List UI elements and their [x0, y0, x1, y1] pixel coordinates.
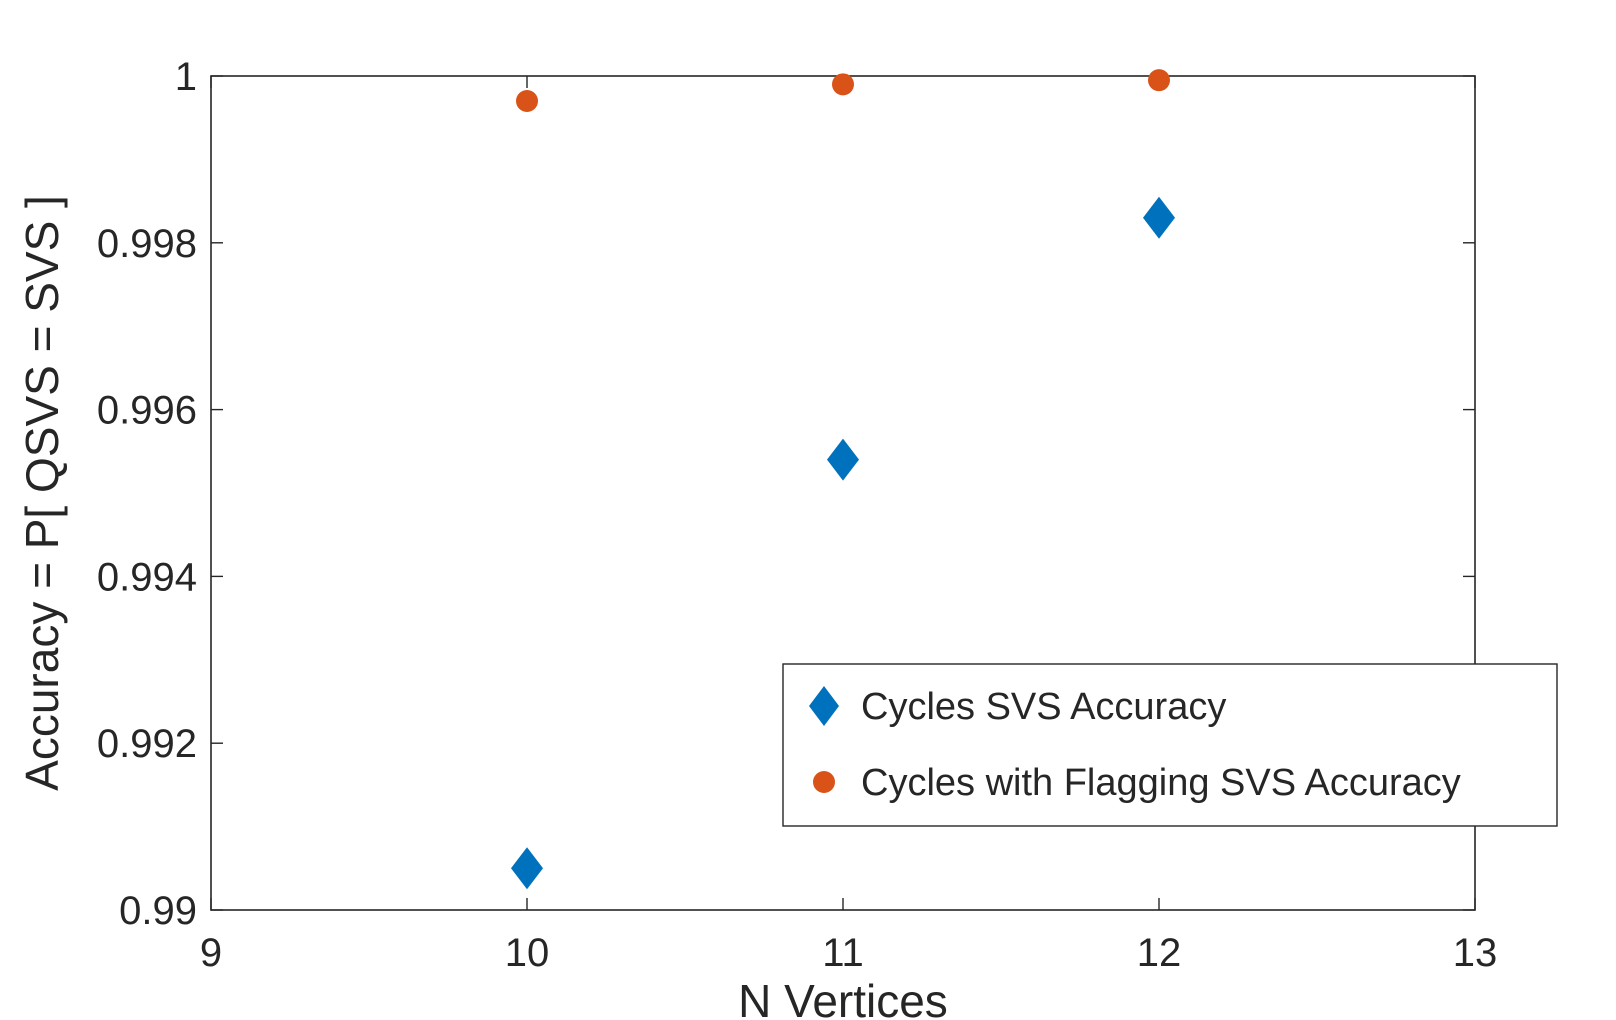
x-tick-label: 12 [1137, 931, 1182, 975]
legend-box [782, 663, 1558, 827]
y-tick-labels: 0.99 0.992 0.994 0.996 0.998 1 [97, 55, 197, 933]
legend-label-cycles-flagging: Cycles with Flagging SVS Accuracy [861, 762, 1461, 804]
x-tick-label: 9 [200, 931, 222, 975]
x-axis-label: N Vertices [738, 975, 948, 1020]
legend-circle-marker-icon [813, 771, 835, 793]
data-point-diamond-series-0 [827, 438, 859, 481]
x-tick-label: 10 [505, 931, 550, 975]
data-point-diamond-series-0 [1143, 196, 1175, 239]
y-tick-label: 0.99 [119, 889, 197, 933]
legend-diamond-marker-icon [809, 686, 839, 726]
y-axis-label: Accuracy = P[ QSVS = SVS ] [16, 195, 68, 791]
data-point-diamond-series-0 [511, 847, 543, 890]
y-tick-label: 0.994 [97, 555, 197, 599]
x-tick-label: 11 [822, 931, 864, 975]
x-tick-label: 13 [1453, 931, 1498, 975]
y-tick-label: 0.998 [97, 222, 197, 266]
data-point-circle-series-1 [832, 73, 854, 96]
data-point-circle-series-1 [1148, 69, 1170, 92]
y-tick-label: 1 [175, 55, 197, 99]
data-point-circle-series-1 [516, 90, 538, 113]
data-points [511, 69, 1175, 890]
y-tick-label: 0.992 [97, 722, 197, 766]
x-tick-labels: 9 10 11 12 13 [200, 931, 1497, 975]
legend-label-cycles-svs: Cycles SVS Accuracy [861, 686, 1226, 728]
legend: Cycles SVS Accuracy Cycles with Flagging… [782, 663, 1558, 827]
y-tick-label: 0.996 [97, 389, 197, 433]
